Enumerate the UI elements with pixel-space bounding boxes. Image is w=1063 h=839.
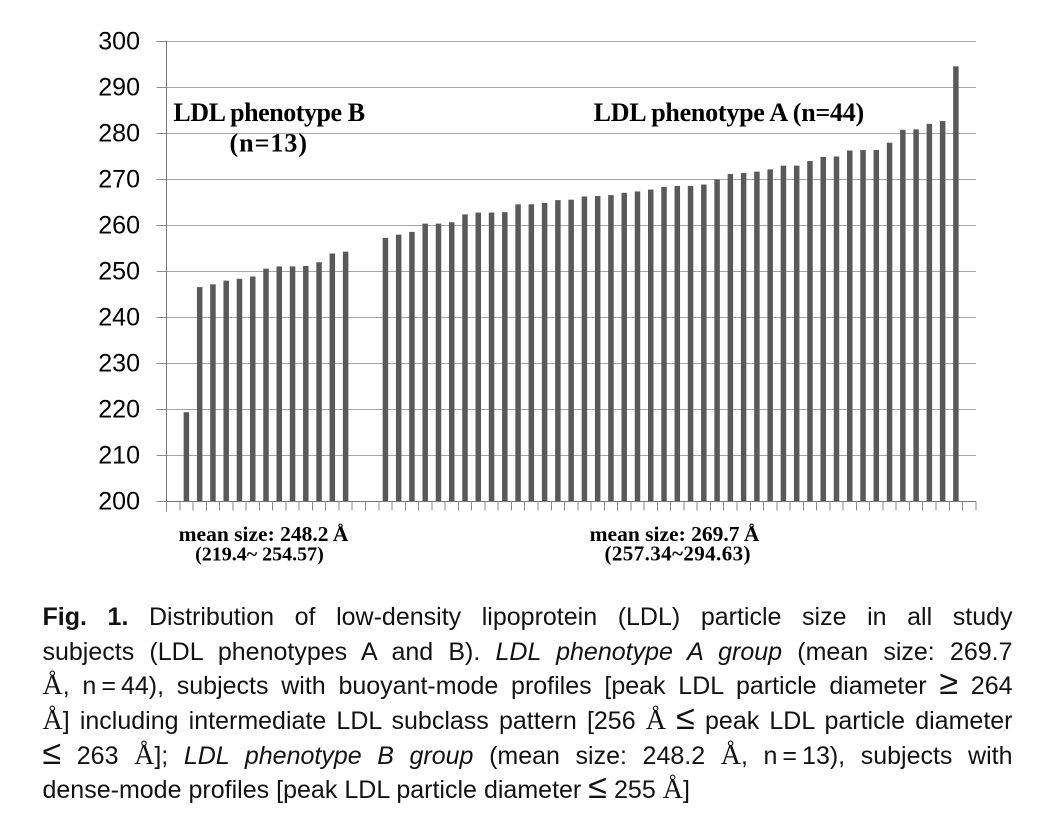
svg-text:mean size: 248.2 Å: mean size: 248.2 Å xyxy=(179,522,349,546)
svg-text:LDL phenotype B: LDL phenotype B xyxy=(173,98,364,127)
svg-text:LDL phenotype A (n=44): LDL phenotype A (n=44) xyxy=(594,98,864,127)
svg-text:270: 270 xyxy=(98,166,140,194)
svg-text:230: 230 xyxy=(98,349,140,377)
svg-text:260: 260 xyxy=(98,212,140,240)
svg-text:300: 300 xyxy=(98,28,140,56)
svg-text:240: 240 xyxy=(98,303,140,331)
svg-text:(n=13): (n=13) xyxy=(230,129,309,158)
svg-text:290: 290 xyxy=(98,74,140,102)
svg-text:mean size: 269.7 Å: mean size: 269.7 Å xyxy=(590,522,760,546)
svg-text:200: 200 xyxy=(98,487,140,515)
svg-text:210: 210 xyxy=(98,441,140,469)
svg-text:280: 280 xyxy=(98,120,140,148)
svg-text:250: 250 xyxy=(98,257,140,285)
svg-text:220: 220 xyxy=(98,395,140,423)
svg-text:(219.4~ 254.57): (219.4~ 254.57) xyxy=(195,544,324,566)
svg-text:(257.34~294.63): (257.34~294.63) xyxy=(604,542,750,566)
